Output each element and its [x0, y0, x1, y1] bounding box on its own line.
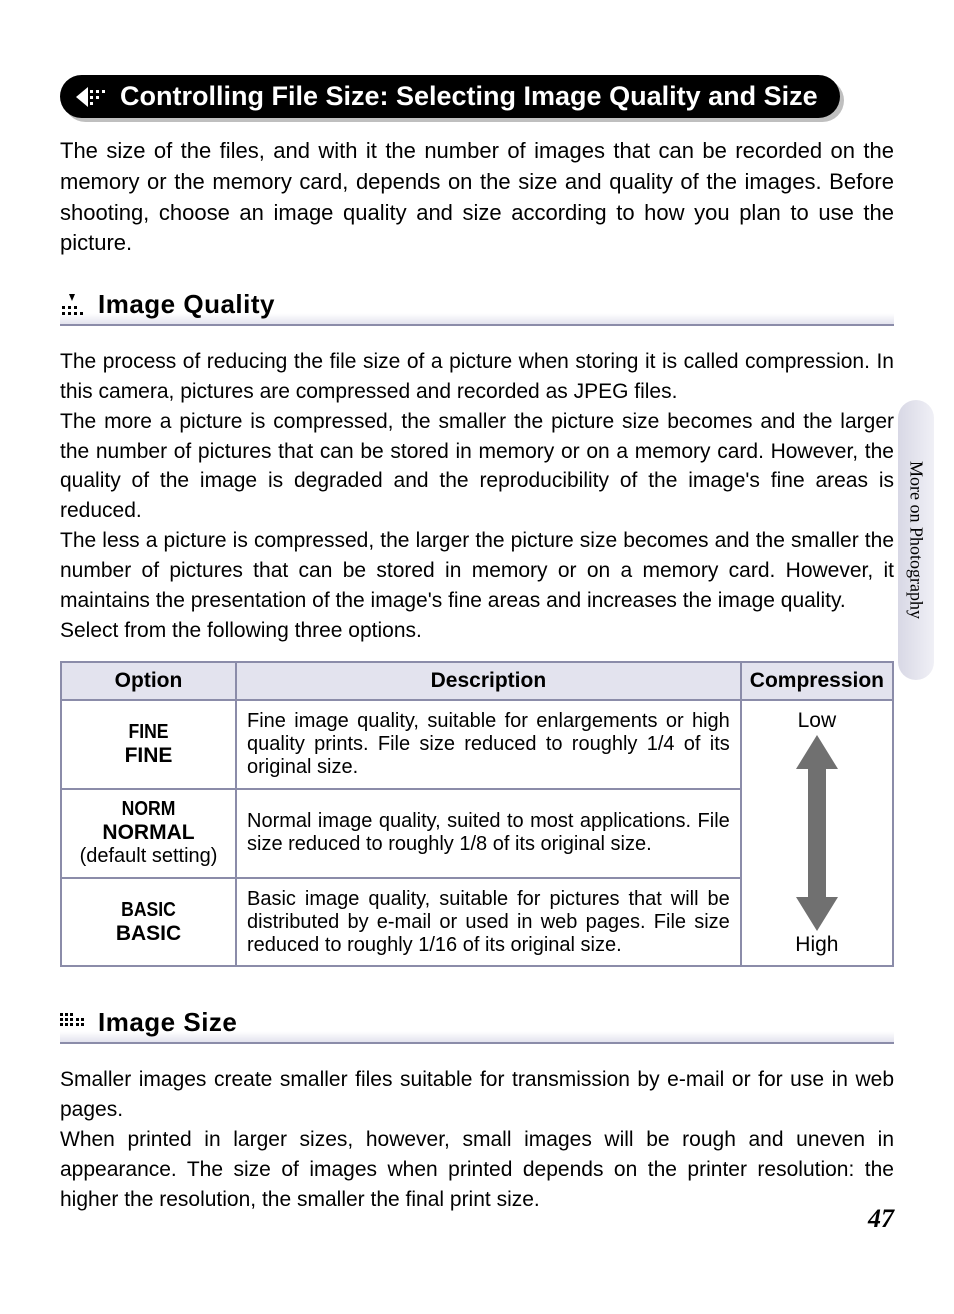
option-label: BASIC: [72, 922, 225, 946]
table-row: FINE FINE Fine image quality, suitable f…: [61, 700, 893, 788]
compression-high-label: High: [795, 933, 838, 957]
compression-cell: Low High: [741, 700, 893, 966]
option-label: FINE: [72, 744, 225, 768]
col-compression: Compression: [741, 662, 893, 700]
image-size-title: Image Size: [98, 1007, 237, 1038]
image-size-header: Image Size: [60, 1007, 894, 1044]
compression-arrow-icon: [790, 733, 844, 933]
col-description: Description: [236, 662, 741, 700]
image-quality-title: Image Quality: [98, 289, 275, 320]
option-label: NORMAL: [72, 821, 225, 845]
page-number: 47: [868, 1204, 894, 1234]
image-size-body: Smaller images create smaller files suit…: [60, 1065, 894, 1214]
image-quality-mode-icon: [74, 83, 108, 111]
image-quality-body: The process of reducing the file size of…: [60, 347, 894, 645]
image-quality-table: Option Description Compression FINE FINE…: [60, 661, 894, 967]
option-tag: BASIC: [81, 899, 216, 922]
image-quality-icon: [60, 292, 88, 318]
option-note: (default setting): [72, 845, 225, 868]
manual-page: More on Photography Controlling File Siz…: [0, 0, 954, 1270]
image-quality-header: Image Quality: [60, 289, 894, 326]
page-title: Controlling File Size: Selecting Image Q…: [120, 81, 818, 112]
compression-low-label: Low: [798, 709, 837, 733]
side-tab-label: More on Photography: [906, 461, 927, 619]
section-side-tab: More on Photography: [898, 400, 934, 680]
page-title-pill: Controlling File Size: Selecting Image Q…: [60, 75, 840, 118]
option-tag: NORM: [81, 798, 216, 821]
image-size-icon: [60, 1011, 88, 1035]
option-tag: FINE: [81, 721, 216, 744]
intro-paragraph: The size of the files, and with it the n…: [60, 136, 894, 259]
option-desc: Fine image quality, suitable for enlarge…: [236, 700, 741, 788]
option-desc: Normal image quality, suited to most app…: [236, 789, 741, 878]
col-option: Option: [61, 662, 236, 700]
option-desc: Basic image quality, suitable for pictur…: [236, 878, 741, 966]
